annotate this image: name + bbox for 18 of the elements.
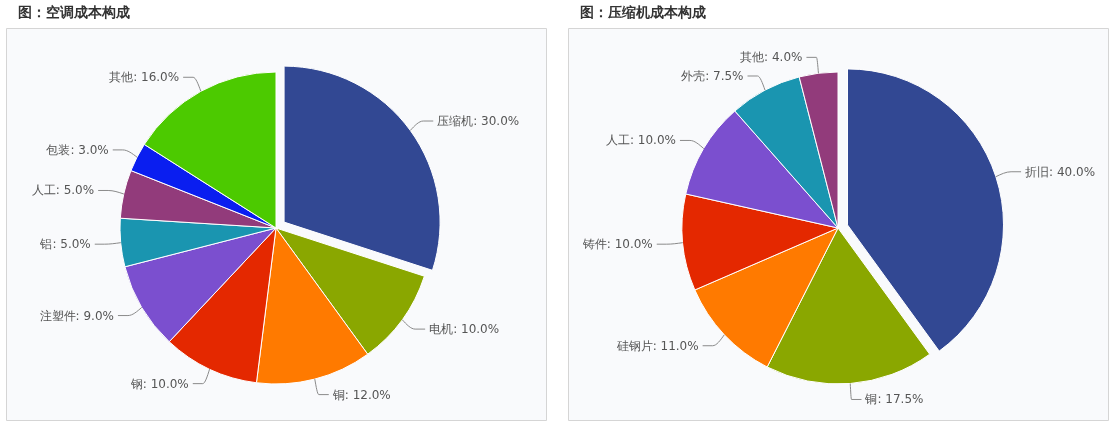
slice-label: 钢: 10.0%: [129, 376, 189, 391]
slice-label: 铝: 5.0%: [39, 237, 91, 252]
slice-label: 铜: 17.5%: [864, 392, 924, 407]
slice-label: 外壳: 7.5%: [681, 68, 744, 83]
slice-label: 其他: 16.0%: [109, 70, 180, 85]
slice-label: 折旧: 40.0%: [1025, 164, 1096, 179]
slice-label: 电机: 10.0%: [429, 322, 500, 337]
slice-label: 注塑件: 9.0%: [39, 308, 114, 323]
slice-label: 铸件: 10.0%: [581, 237, 653, 252]
slice-label: 人工: 10.0%: [605, 133, 676, 148]
slice-label: 其他: 4.0%: [740, 50, 803, 65]
chart-title: 图：压缩机成本构成: [580, 4, 706, 20]
chart-title: 图：空调成本构成: [18, 4, 130, 20]
slice-label: 铜: 12.0%: [331, 387, 391, 402]
slice-label: 人工: 5.0%: [31, 183, 95, 198]
slice-label: 硅钢片: 11.0%: [615, 338, 699, 353]
slice-label: 包装: 3.0%: [46, 142, 109, 157]
slice-label: 压缩机: 30.0%: [437, 114, 520, 129]
